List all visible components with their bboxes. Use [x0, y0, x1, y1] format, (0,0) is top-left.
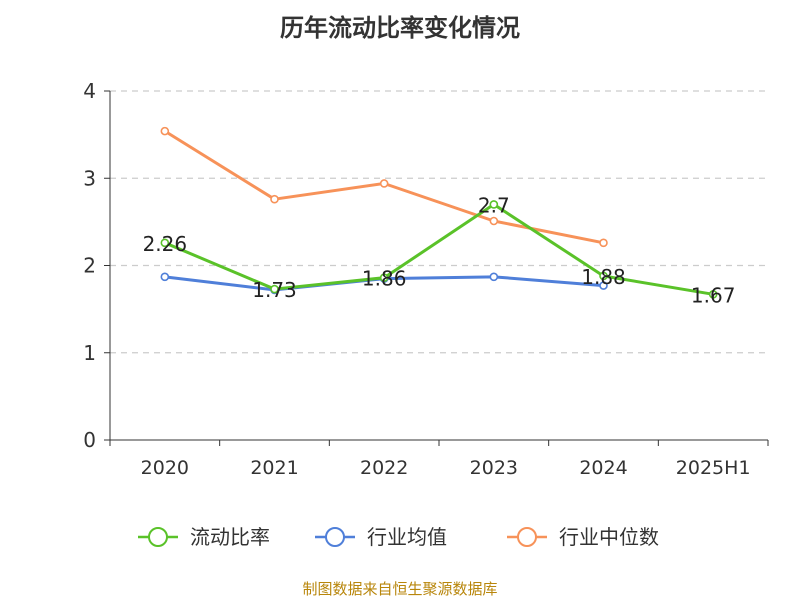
data-point: [599, 238, 608, 248]
data-point: [379, 273, 389, 283]
x-tick-label: 2020: [141, 457, 189, 479]
legend-marker: [148, 527, 168, 547]
data-label: 2.7: [478, 193, 510, 217]
data-point: [489, 272, 499, 282]
x-tick-label: 2023: [470, 457, 518, 479]
series-line: [164, 202, 714, 296]
data-point: [599, 281, 608, 290]
axes: 0 1 2 3 4 2020 2021 2022 2023 2024 2025H1: [83, 79, 769, 479]
data-label: 1.86: [362, 267, 407, 291]
y-tick-label: 2: [83, 254, 96, 278]
data-point: [708, 289, 718, 299]
data-labels: 2.26 1.73 1.86 2.7 1.88 1.67: [143, 193, 736, 307]
legend-label: 行业中位数: [559, 525, 659, 549]
grid-lines: [110, 90, 768, 354]
series-lines: [160, 126, 718, 299]
x-tick-label: 2024: [579, 457, 627, 479]
data-label: 2.26: [143, 232, 188, 256]
data-point: [379, 179, 389, 188]
x-tick-label: 2022: [360, 457, 408, 479]
y-tick-label: 4: [83, 79, 96, 103]
y-tick-label: 3: [83, 166, 96, 190]
legend-label: 行业均值: [367, 525, 447, 549]
data-point: [160, 272, 170, 282]
data-point: [160, 238, 170, 248]
data-label: 1.73: [252, 278, 297, 302]
legend-label: 流动比率: [190, 525, 270, 549]
data-point: [270, 194, 279, 204]
chart-title: 历年流动比率变化情况: [280, 14, 520, 42]
data-point: [270, 284, 279, 294]
legend: 流动比率 行业均值 行业中位数: [138, 525, 659, 549]
x-tick-label: 2025H1: [676, 457, 751, 479]
legend-marker: [325, 527, 345, 547]
data-point: [599, 271, 608, 281]
y-tick-label: 1: [83, 341, 96, 365]
source-note: 制图数据来自恒生聚源数据库: [302, 580, 498, 598]
legend-marker: [517, 527, 537, 547]
data-label: 1.67: [691, 283, 736, 307]
data-label: 1.88: [581, 265, 626, 289]
data-point: [160, 126, 170, 136]
y-tick-label: 0: [83, 428, 96, 452]
data-point: [489, 216, 499, 226]
x-tick-label: 2021: [250, 457, 298, 479]
data-point: [489, 200, 499, 209]
